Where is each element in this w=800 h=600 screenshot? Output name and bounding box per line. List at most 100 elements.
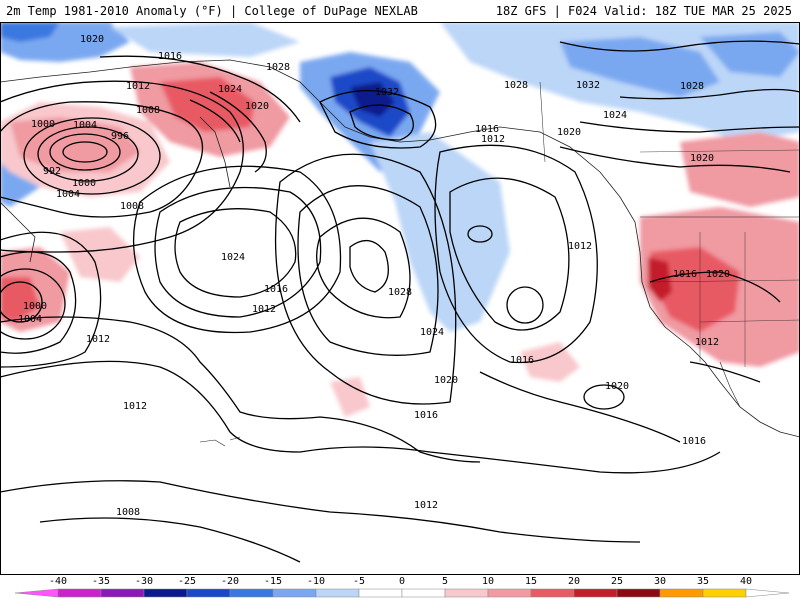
- colorbar-label: 5: [442, 576, 448, 587]
- isobar-label: 1032: [375, 87, 399, 98]
- colorbar-label: -30: [135, 576, 153, 587]
- warm-anomaly-area: [160, 77, 255, 132]
- isobar-1020-canada: [559, 146, 791, 173]
- isobar-label: 1000: [31, 119, 55, 130]
- colorbar-label: -5: [353, 576, 365, 587]
- warm-anomaly-area: [0, 277, 40, 322]
- colorbar-label: 20: [568, 576, 580, 587]
- isobar-label: 1020: [690, 153, 714, 164]
- colorbar-bin: [229, 588, 274, 598]
- isobar-label: 1028: [504, 80, 528, 91]
- isobar-label: 1016: [673, 269, 697, 280]
- isobar-1012-land: [689, 361, 761, 383]
- isobar-1032-canada: [559, 40, 800, 52]
- isobar-1016: [99, 55, 301, 123]
- isobar-label: 1012: [123, 401, 147, 412]
- isobar-1008: [0, 101, 204, 218]
- colorbar-label: 25: [611, 576, 623, 587]
- colorbar-bin: [358, 588, 403, 598]
- isobar-label: 1016: [475, 124, 499, 135]
- cold-anomaly-area: [110, 22, 300, 57]
- isobar-1032-alaska: [349, 104, 414, 141]
- cold-anomaly-area: [700, 32, 800, 77]
- isobar-1008-south: [39, 517, 301, 563]
- isobar-label: 1016: [682, 436, 706, 447]
- isobar-1008-west: [0, 251, 77, 354]
- isobar-label: 1028: [266, 62, 290, 73]
- isobar-label: 1024: [221, 252, 245, 263]
- isobar-1012: [0, 80, 244, 253]
- isobar-1012-east: [434, 144, 598, 364]
- isobar-1024-mid: [316, 217, 411, 319]
- colorbar-bin: [444, 588, 489, 598]
- isobar-label: 1012: [252, 304, 276, 315]
- colorbar-labels: -40 -35 -30 -25 -20 -15 -10 -5 0 5 10 15 20 25 30 35 40: [49, 576, 752, 587]
- colorbar-label: -10: [307, 576, 325, 587]
- colorbar-label: -20: [221, 576, 239, 587]
- model-valid-time: 18Z GFS | F024 Valid: 18Z TUE MAR 25 202…: [495, 4, 792, 18]
- isobars: [0, 40, 800, 563]
- isobar-label: 1008: [116, 507, 140, 518]
- isobar-label: 1012: [414, 500, 438, 511]
- isobar-label: 1024: [603, 110, 627, 121]
- colorbar: -40 -35 -30 -25 -20 -15 -10 -5 0 5 10 15 20 25 30 35 40: [14, 576, 790, 598]
- isobar-labels: 1020 1016 1028 1012 1024 1008 1020 1000 …: [18, 34, 730, 518]
- isobar-1000: [37, 126, 139, 182]
- isobar-1020-south: [583, 384, 625, 410]
- isobar-label: 1020: [706, 269, 730, 280]
- isobar-1016-southeast: [479, 371, 681, 443]
- colorbar-bin: [530, 588, 575, 598]
- colorbar-bin: [702, 588, 747, 598]
- colorbar-bin: [745, 588, 790, 598]
- colorbar-label: -15: [264, 576, 282, 587]
- isobar-1012-inner: [0, 316, 481, 463]
- isobar-1024-canada: [579, 121, 800, 133]
- isobar-1012-broad: [0, 360, 721, 474]
- cold-anomaly-area: [370, 132, 510, 332]
- isobar-1020: [209, 91, 267, 173]
- colorbar-label: -25: [178, 576, 196, 587]
- isobar-1020-east2: [506, 286, 544, 324]
- isobar-1028-mid: [349, 240, 389, 293]
- isobar-1020-east: [467, 225, 493, 243]
- colorbar-label: -35: [92, 576, 110, 587]
- japan-coastline: [0, 201, 36, 263]
- isobar-label: 1012: [126, 81, 150, 92]
- colorbar-bin: [186, 588, 231, 598]
- isobar-label: 1020: [557, 127, 581, 138]
- state-borders: [649, 232, 800, 367]
- isobar-label: 1028: [388, 287, 412, 298]
- isobar-label: 1020: [605, 381, 629, 392]
- colorbar-bin: [616, 588, 661, 598]
- colorbar-bin: [401, 588, 446, 598]
- colorbar-bin: [573, 588, 618, 598]
- isobar-label: 1032: [576, 80, 600, 91]
- warm-anomaly-area: [520, 342, 580, 382]
- isobar-label: 1024: [218, 84, 242, 95]
- colorbar-bin: [315, 588, 360, 598]
- warm-anomaly-area: [680, 132, 800, 207]
- isobar-label: 1012: [695, 337, 719, 348]
- isobar-label: 1004: [73, 120, 97, 131]
- isobar-label: 1020: [245, 101, 269, 112]
- isobar-label: 1008: [120, 201, 144, 212]
- colorbar-label: 0: [399, 576, 405, 587]
- isobar-label: 1000: [72, 178, 96, 189]
- isobar-label: 1008: [136, 105, 160, 116]
- isobar-label: 1012: [86, 334, 110, 345]
- isobar-1028-alaska: [319, 89, 437, 149]
- isobar-1000-west: [0, 281, 43, 323]
- warm-anomaly-area: [650, 247, 740, 332]
- isobar-1004-west: [0, 268, 66, 340]
- isobar-1004: [23, 117, 161, 195]
- colorbar-label: 35: [697, 576, 709, 587]
- isobar-label: 1004: [18, 314, 42, 325]
- colorbar-label: 30: [654, 576, 666, 587]
- isobar-label: 1020: [434, 375, 458, 386]
- isobar-label: 1004: [56, 189, 80, 200]
- isobar-1028-canada: [619, 88, 800, 100]
- isobar-label: 1024: [420, 327, 444, 338]
- colorbar-label: -40: [49, 576, 67, 587]
- isobar-label: 1000: [23, 301, 47, 312]
- isobar-1020-mid: [297, 185, 439, 356]
